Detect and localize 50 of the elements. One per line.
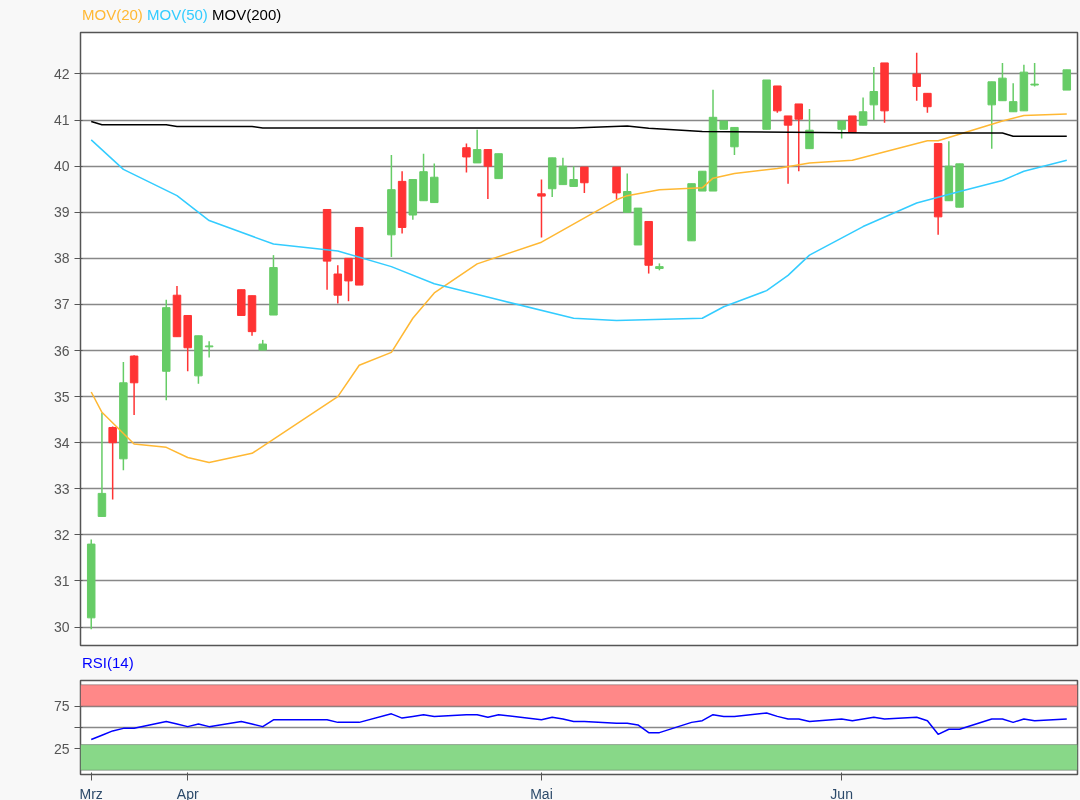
- candlestick: [805, 108, 814, 150]
- y-tick-label: 39: [53, 204, 70, 221]
- y-tick-label: 30: [53, 619, 70, 636]
- y-tick-label: 42: [53, 65, 70, 82]
- y-tick-label: 41: [53, 112, 70, 129]
- line-series: [90, 712, 1068, 741]
- y-tick-label: 33: [53, 480, 70, 497]
- y-tick-label: 34: [53, 434, 70, 451]
- candlestick: [730, 126, 739, 156]
- line-series: [90, 113, 1068, 464]
- y-tick-label: 32: [53, 526, 70, 543]
- text: MOV(200): [212, 6, 282, 23]
- candlestick: [869, 66, 879, 121]
- candlestick: [204, 340, 214, 359]
- candlestick: [537, 178, 546, 239]
- x-tick-label: Mai: [530, 785, 553, 800]
- candlestick: [580, 166, 589, 194]
- candlestick: [483, 148, 493, 200]
- candlestick: [344, 257, 353, 302]
- candlestick: [1062, 69, 1072, 91]
- x-tick-label: Jun: [830, 785, 853, 800]
- text: MOV(20): [82, 6, 143, 23]
- text: RSI(14): [82, 654, 134, 671]
- candlestick: [794, 103, 804, 172]
- y-tick-label: 38: [53, 250, 70, 267]
- candlestick: [108, 425, 117, 501]
- y-tick-label: 31: [53, 572, 70, 589]
- y-tick-label: 75: [53, 698, 70, 715]
- candlestick: [97, 411, 107, 518]
- y-tick-label: 35: [53, 388, 70, 405]
- candlestick: [998, 62, 1007, 102]
- candlestick: [622, 172, 632, 213]
- candlestick: [333, 264, 343, 305]
- line-series: [90, 139, 1068, 322]
- candlestick: [783, 115, 793, 185]
- y-tick-label: 40: [53, 158, 70, 175]
- y-tick-label: 25: [53, 740, 70, 757]
- candlestick: [987, 81, 996, 150]
- candlestick: [462, 142, 471, 174]
- y-tick-label: 36: [53, 342, 70, 359]
- candlestick: [569, 165, 578, 188]
- candlestick: [472, 129, 482, 164]
- candlestick: [912, 52, 921, 102]
- candlestick: [923, 92, 932, 114]
- candlestick: [558, 157, 568, 186]
- candlestick: [858, 96, 868, 126]
- text: MOV(50): [147, 6, 208, 23]
- x-tick-label: Mrz: [79, 785, 103, 800]
- y-tick-label: 37: [53, 296, 70, 313]
- line-series: [90, 120, 1068, 137]
